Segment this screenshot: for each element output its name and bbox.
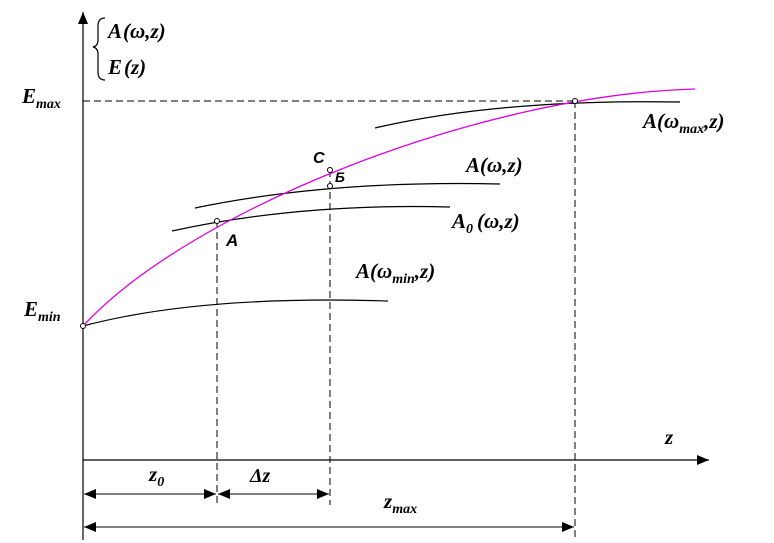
- curve-a-omega: [194, 182, 501, 209]
- legend-brace: [92, 17, 106, 81]
- point-b: [327, 183, 333, 189]
- curve-a-omega-min-label: A(ωmin,z): [354, 259, 435, 287]
- point-a-label: А: [225, 231, 238, 250]
- z0-label: z0: [148, 462, 164, 490]
- emin-label: Emin: [23, 297, 61, 325]
- curve-a-omega-max: [374, 101, 681, 129]
- point-b-label: Б: [335, 169, 345, 185]
- point-c-label: С: [313, 150, 325, 167]
- legend-a-label: A(ω,z): [106, 19, 166, 43]
- envelope-curve-e: [82, 88, 696, 327]
- x-axis-label: z: [664, 425, 674, 449]
- point-a: [214, 218, 220, 224]
- curve-a-omega-label: A(ω,z): [464, 153, 523, 177]
- point-c: [327, 167, 333, 173]
- curve-a-omega-min: [82, 299, 389, 327]
- legend-e-label: E(z): [107, 55, 146, 79]
- emax-label: Emax: [21, 84, 61, 112]
- curve-a-omega-max-label: A(ωmax,z): [641, 109, 725, 137]
- zmax-label: zmax: [383, 489, 417, 517]
- dz-label: Δz: [249, 465, 271, 487]
- point-emin: [80, 323, 86, 329]
- curve-a-zero: [171, 205, 451, 232]
- curve-a-zero-label: A0 (ω,z): [450, 209, 520, 237]
- point-emax: [572, 98, 578, 104]
